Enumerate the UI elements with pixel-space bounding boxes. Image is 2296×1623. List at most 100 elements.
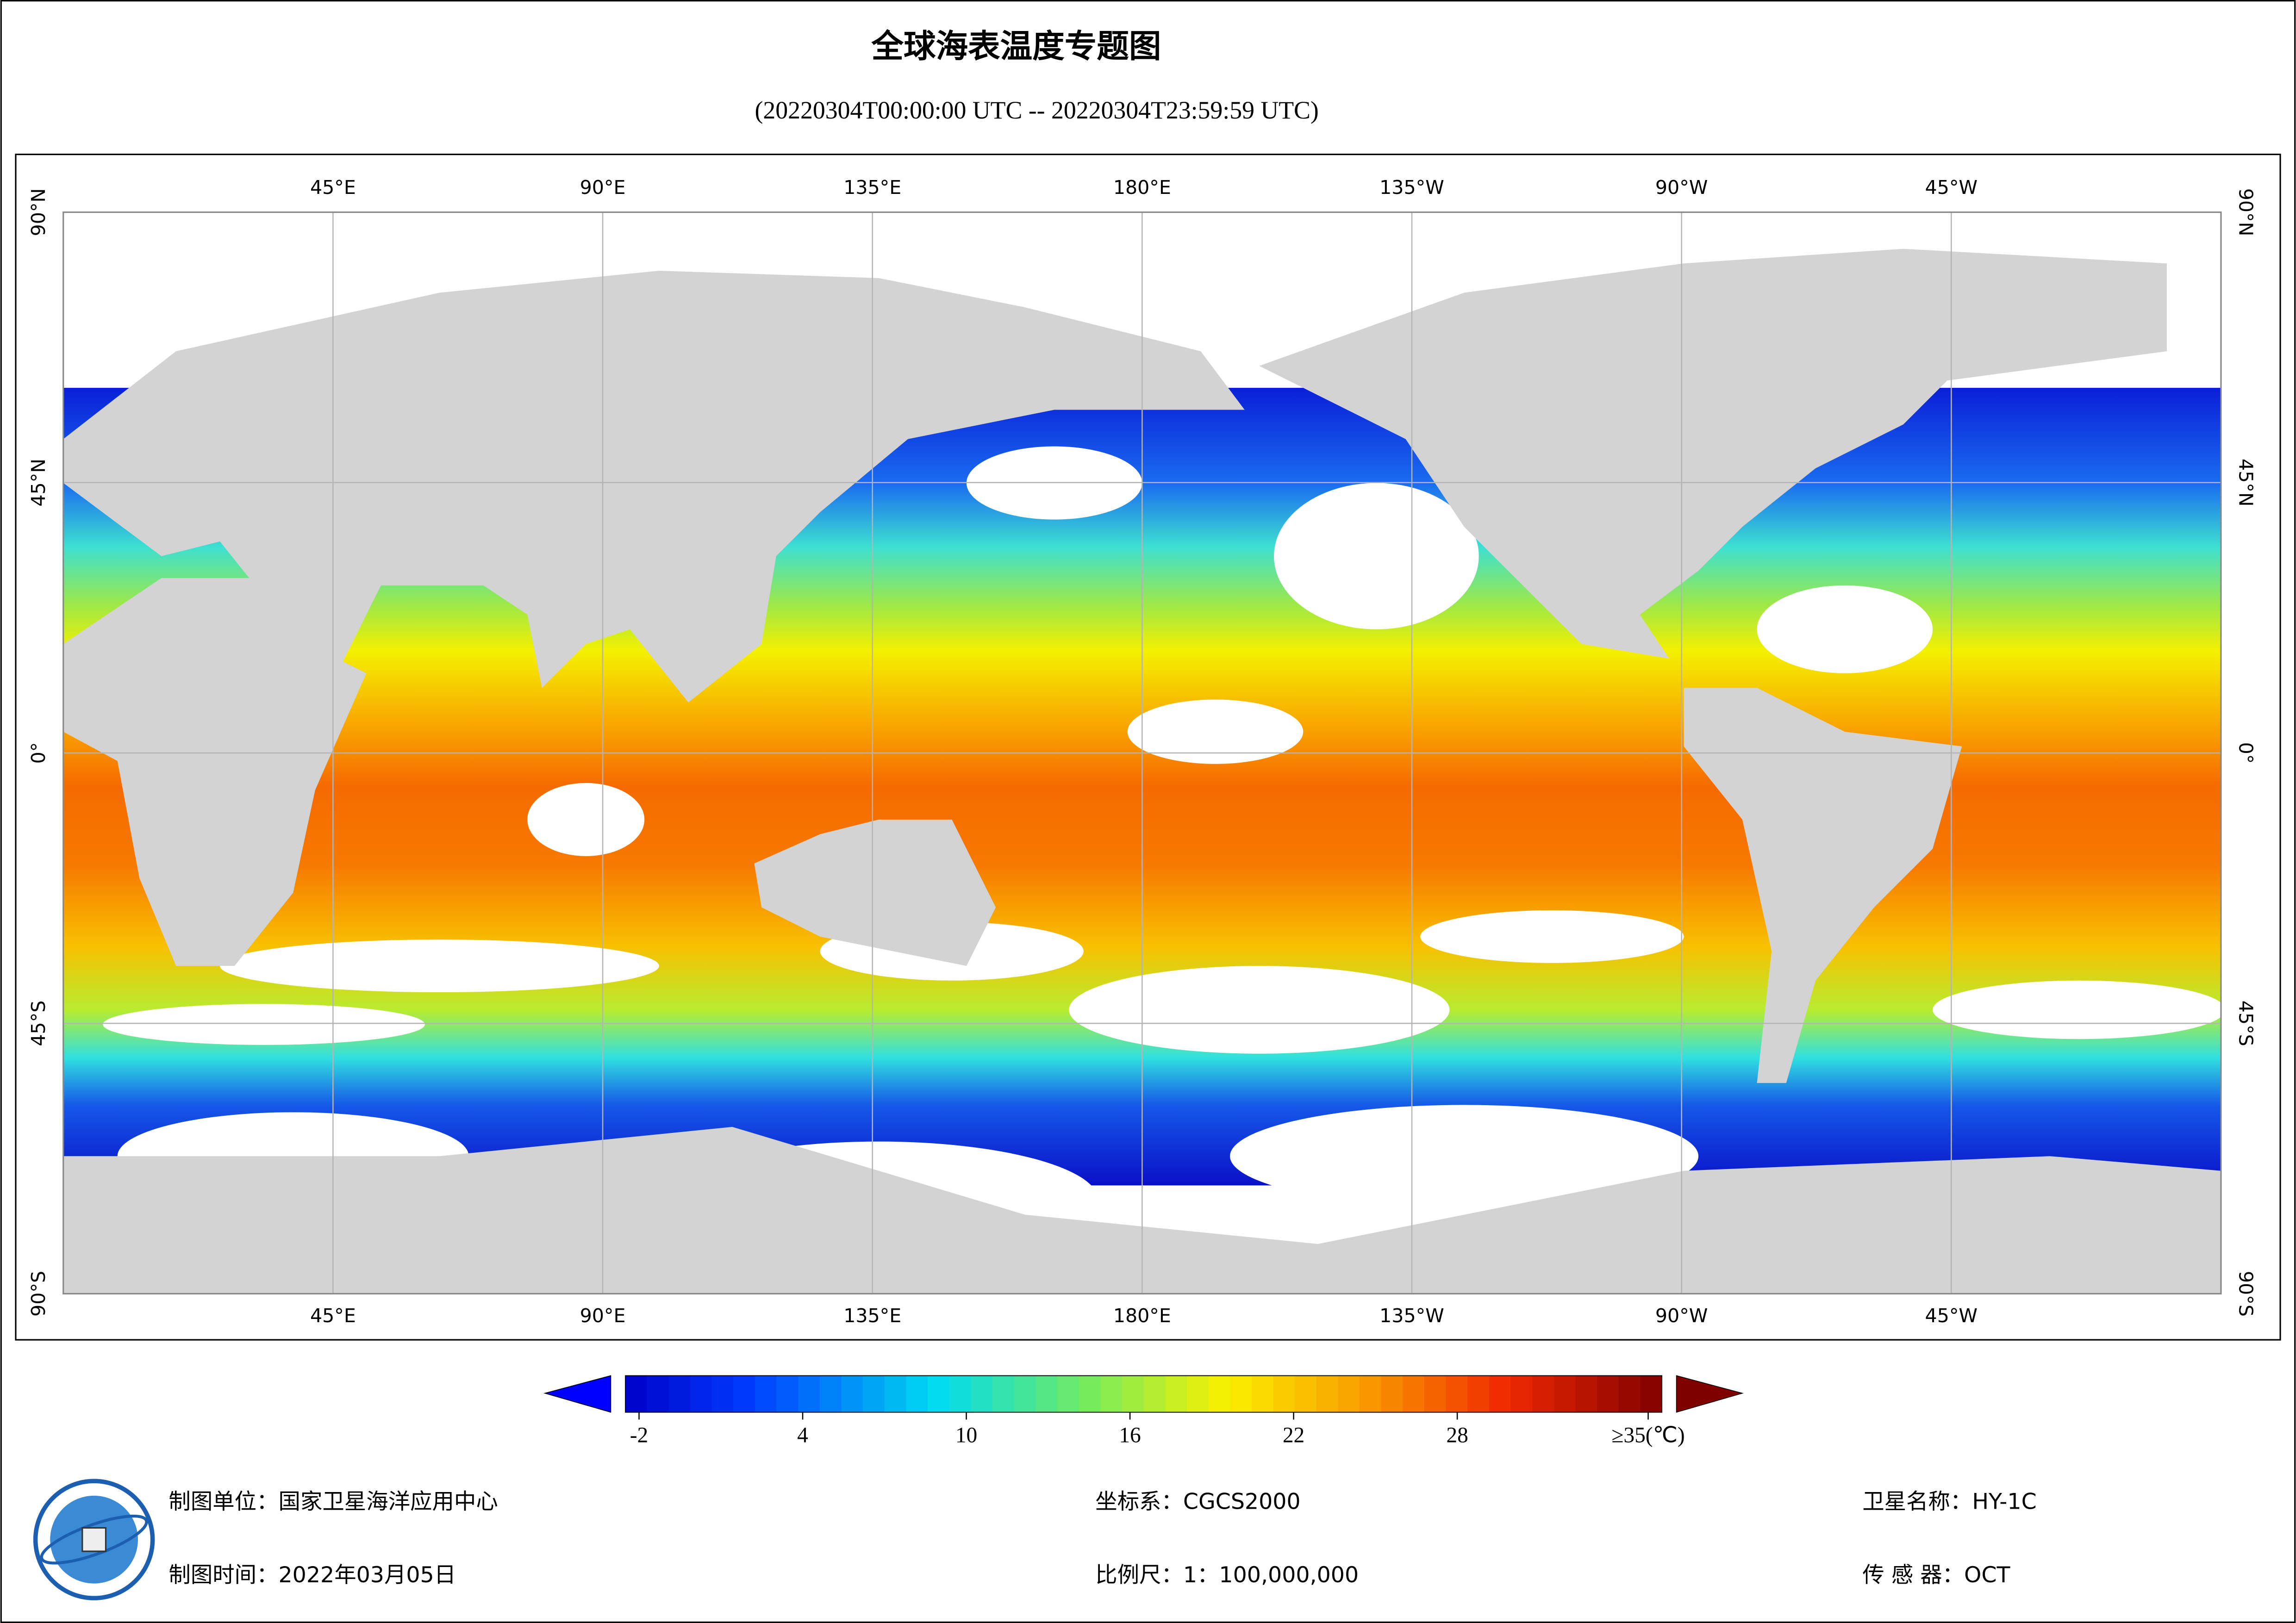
- colorbar-segment: [1640, 1375, 1662, 1412]
- colorbar-segment: [1446, 1375, 1468, 1412]
- colorbar-segment: [1424, 1375, 1447, 1412]
- lon-label-bottom: 180°E: [1113, 1305, 1171, 1327]
- colorbar-segment: [1273, 1375, 1295, 1412]
- lat-label-left: 45°S: [27, 1001, 50, 1046]
- lat-label-left: 0°: [27, 742, 50, 764]
- lon-label-top: 45°E: [310, 176, 356, 199]
- colorbar-segment: [1359, 1375, 1382, 1412]
- lon-label-top: 90°W: [1655, 176, 1708, 199]
- colorbar-segment: [690, 1375, 712, 1412]
- colorbar-segment: [949, 1375, 972, 1412]
- lat-label-right: 0°: [2235, 742, 2257, 764]
- lon-label-bottom: 90°E: [580, 1305, 626, 1327]
- colorbar-segment: [711, 1375, 734, 1412]
- colorbar-tick-label: ≥35(℃): [1611, 1423, 1685, 1447]
- colorbar-segment: [1100, 1375, 1123, 1412]
- crs: 坐标系：CGCS2000: [1095, 1489, 1300, 1515]
- graticule: [63, 212, 2221, 1294]
- colorbar-segment: [1186, 1375, 1209, 1412]
- colorbar-segment: [1208, 1375, 1231, 1412]
- colorbar-segment: [1338, 1375, 1360, 1412]
- lat-label-right: 45°S: [2235, 1001, 2257, 1046]
- subtitle: (20220304T00:00:00 UTC -- 20220304T23:59…: [755, 96, 1319, 124]
- lon-label-bottom: 45°W: [1925, 1305, 1978, 1327]
- lat-label-right: 90°S: [2235, 1271, 2257, 1317]
- lon-label-top: 45°W: [1925, 176, 1978, 199]
- colorbar-segment: [1014, 1375, 1036, 1412]
- colorbar-segment: [1122, 1375, 1144, 1412]
- colorbar-segment: [971, 1375, 993, 1412]
- colorbar-over: [1676, 1375, 1744, 1413]
- lon-label-bottom: 90°W: [1655, 1305, 1708, 1327]
- colorbar-segment: [1489, 1375, 1511, 1412]
- colorbar-frame: [625, 1375, 1662, 1413]
- lon-label-bottom: 45°E: [310, 1305, 356, 1327]
- lat-label-right: 45°N: [2235, 459, 2257, 507]
- colorbar-segment: [1403, 1375, 1425, 1412]
- sensor: 传 感 器：OCT: [1862, 1562, 2010, 1588]
- colorbar-segment: [841, 1375, 864, 1412]
- colorbar-segment: [906, 1375, 929, 1412]
- colorbar-segment: [625, 1375, 648, 1412]
- colorbar-tick-label: 28: [1446, 1423, 1468, 1447]
- colorbar-segment: [1381, 1375, 1404, 1412]
- lon-label-top: 180°E: [1113, 176, 1171, 199]
- scale: 比例尺：1：100,000,000: [1095, 1562, 1359, 1588]
- map-frame: [15, 154, 2281, 1341]
- lat-label-left: 90°N: [27, 188, 50, 236]
- colorbar: -2 4 10 16 22 28 ≥35(℃): [625, 1375, 1685, 1447]
- colorbar-tick-label: 22: [1283, 1423, 1304, 1447]
- colorbar-segment: [1143, 1375, 1166, 1412]
- colorbar-segment: [1575, 1375, 1597, 1412]
- colorbar-segment: [1316, 1375, 1339, 1412]
- colorbar-segment: [928, 1375, 950, 1412]
- map-body: [63, 212, 2221, 1294]
- colorbar-under: [543, 1375, 611, 1413]
- colorbar-segment: [863, 1375, 885, 1412]
- lat-label-left: 90°S: [27, 1271, 50, 1317]
- lon-label-top: 135°W: [1379, 176, 1444, 199]
- colorbar-tick-label: 4: [797, 1423, 808, 1447]
- lon-label-top: 90°E: [580, 176, 626, 199]
- colorbar-tick-label: 10: [955, 1423, 977, 1447]
- colorbar-segment: [1036, 1375, 1058, 1412]
- colorbar-segment: [1295, 1375, 1317, 1412]
- colorbar-segment: [1510, 1375, 1533, 1412]
- producer: 制图单位：国家卫星海洋应用中心: [168, 1489, 498, 1515]
- colorbar-tick-label: -2: [630, 1423, 649, 1447]
- colorbar-tick-label: 16: [1119, 1423, 1141, 1447]
- colorbar-segment: [1165, 1375, 1187, 1412]
- colorbar-segment: [668, 1375, 691, 1412]
- colorbar-segment: [884, 1375, 907, 1412]
- map-labels: 45°E 45°E 90°E 90°E 135°E 135°E 180°E 180°E 135°…: [27, 176, 2257, 1327]
- colorbar-segment: [992, 1375, 1015, 1412]
- logo: [33, 1479, 155, 1600]
- lon-label-bottom: 135°W: [1379, 1305, 1444, 1327]
- lon-label-top: 135°E: [843, 176, 901, 199]
- colorbar-segment: [755, 1375, 777, 1412]
- colorbar-segment: [1079, 1375, 1101, 1412]
- footer: 制图单位：国家卫星海洋应用中心 制图时间：2022年03月05日 坐标系：CGC…: [168, 1489, 2036, 1588]
- lon-label-bottom: 135°E: [843, 1305, 901, 1327]
- colorbar-segment: [1597, 1375, 1619, 1412]
- colorbar-segment: [1532, 1375, 1554, 1412]
- colorbar-segment: [1251, 1375, 1274, 1412]
- date: 制图时间：2022年03月05日: [168, 1562, 456, 1588]
- title: 全球海表温度专题图: [871, 27, 1161, 65]
- colorbar-segment: [733, 1375, 755, 1412]
- colorbar-segment: [798, 1375, 820, 1412]
- colorbar-segment: [1554, 1375, 1576, 1412]
- lat-label-right: 90°N: [2235, 188, 2257, 236]
- map-neatline: [62, 211, 2222, 1295]
- colorbar-segment: [1467, 1375, 1490, 1412]
- colorbar-segment: [1230, 1375, 1252, 1412]
- satellite: 卫星名称：HY-1C: [1862, 1489, 2037, 1515]
- colorbar-segment: [1057, 1375, 1079, 1412]
- colorbar-segment: [647, 1375, 669, 1412]
- colorbar-segment: [1618, 1375, 1641, 1412]
- lat-label-left: 45°N: [27, 459, 50, 507]
- colorbar-segment: [776, 1375, 799, 1412]
- colorbar-segment: [819, 1375, 842, 1412]
